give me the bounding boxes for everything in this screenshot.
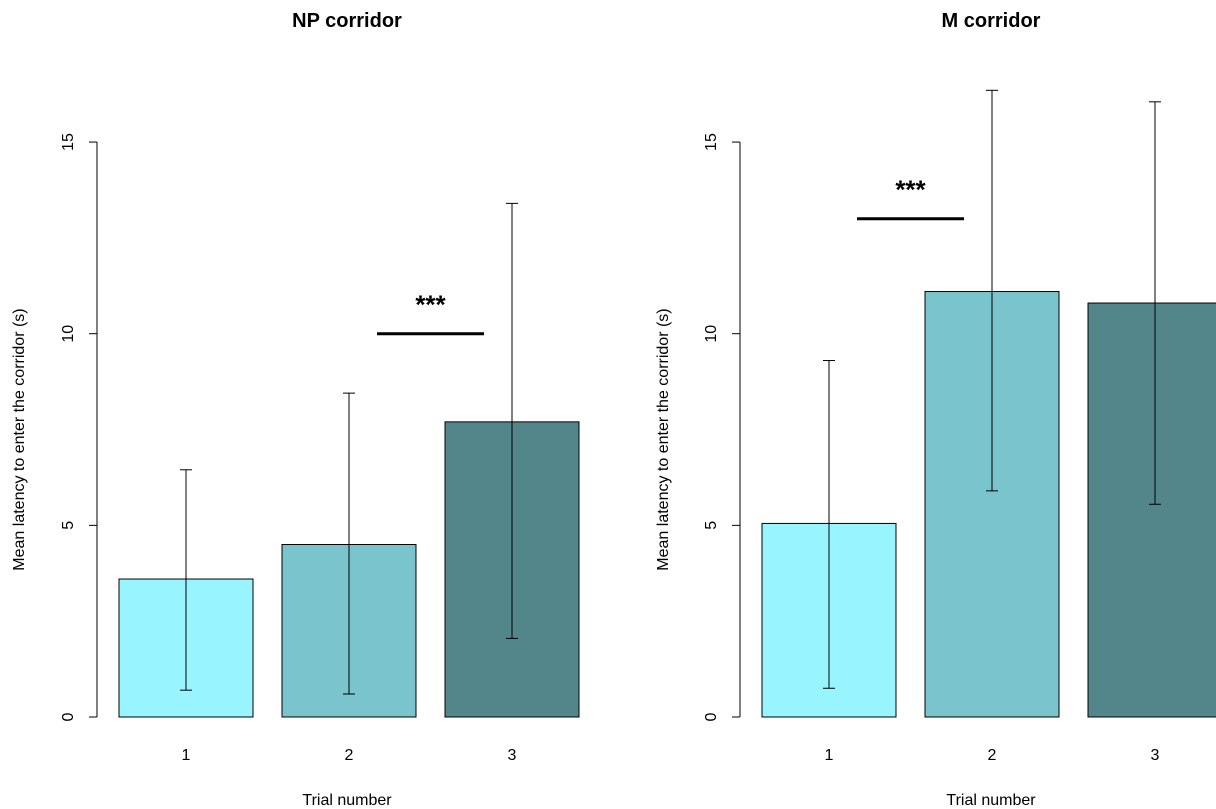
x-tick-label: 1: [182, 747, 191, 764]
x-tick-label: 3: [508, 747, 517, 764]
chart-title: NP corridor: [292, 10, 402, 32]
y-tick-label: 0: [703, 712, 720, 721]
y-tick-label: 5: [703, 521, 720, 530]
x-axis-label: Trial number: [302, 792, 392, 809]
chart-title: M corridor: [942, 10, 1041, 32]
significance-label: ***: [415, 290, 446, 320]
x-tick-label: 2: [345, 747, 354, 764]
y-tick-label: 10: [703, 325, 720, 343]
y-tick-label: 15: [60, 133, 77, 151]
y-axis-label: Mean latency to enter the corridor (s): [655, 308, 672, 570]
x-tick-label: 2: [988, 747, 997, 764]
x-tick-label: 3: [1151, 747, 1160, 764]
x-axis-label: Trial number: [946, 792, 1036, 809]
y-tick-label: 10: [60, 325, 77, 343]
x-tick-label: 1: [825, 747, 834, 764]
y-axis-label: Mean latency to enter the corridor (s): [11, 308, 28, 570]
y-tick-label: 5: [60, 521, 77, 530]
y-tick-label: 0: [60, 712, 77, 721]
bar: [1087, 302, 1216, 718]
significance-label: ***: [895, 175, 926, 205]
y-tick-label: 15: [703, 133, 720, 151]
